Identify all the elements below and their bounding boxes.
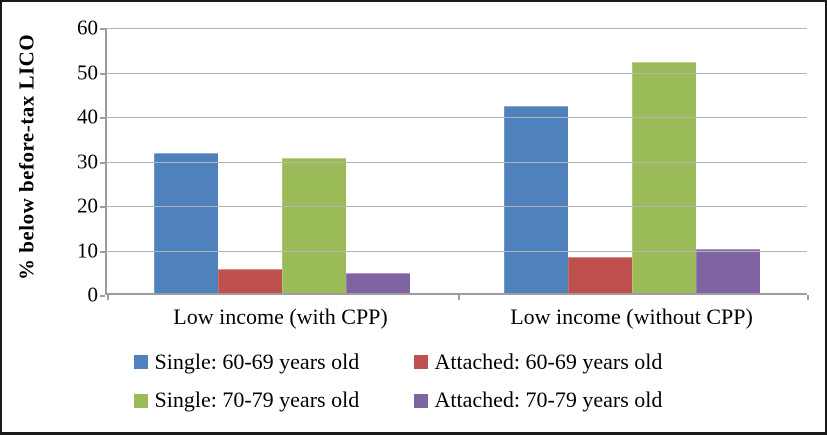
legend-row: Single: 60-69 years old Attached: 60-69 y… bbox=[133, 349, 694, 375]
y-tick-label: 20 bbox=[77, 193, 98, 218]
legend-item: Attached: 70-79 years old bbox=[413, 387, 694, 413]
x-axis-tick bbox=[107, 295, 109, 300]
gridline bbox=[107, 206, 807, 207]
y-axis-tick bbox=[100, 250, 105, 253]
y-tick-label: 60 bbox=[77, 15, 98, 40]
bar bbox=[346, 272, 410, 293]
y-axis-tick-labels: 0 10 20 30 40 50 60 bbox=[2, 2, 98, 432]
legend-swatch bbox=[413, 355, 428, 370]
y-axis-tick bbox=[100, 161, 105, 164]
legend-label: Attached: 70-79 years old bbox=[434, 387, 663, 413]
bar bbox=[504, 106, 568, 293]
legend-swatch bbox=[133, 393, 148, 408]
legend-item: Single: 60-69 years old bbox=[133, 349, 414, 375]
legend-swatch bbox=[133, 355, 148, 370]
gridline bbox=[107, 72, 807, 74]
bar bbox=[218, 268, 282, 293]
gridline bbox=[107, 117, 807, 118]
bar-group bbox=[107, 28, 457, 293]
y-tick-label: 50 bbox=[77, 60, 98, 84]
bar bbox=[154, 152, 218, 293]
legend: Single: 60-69 years old Attached: 60-69 y… bbox=[2, 349, 825, 414]
bar bbox=[696, 248, 760, 293]
bar-group bbox=[457, 28, 807, 293]
y-axis-tick bbox=[100, 206, 105, 208]
legend-row: Single: 70-79 years old Attached: 70-79 y… bbox=[133, 387, 694, 413]
legend-label: Attached: 60-69 years old bbox=[434, 349, 663, 374]
category-label: Low income (with CPP) bbox=[173, 304, 388, 329]
legend-label: Single: 60-69 years old bbox=[154, 349, 360, 374]
gridline bbox=[107, 250, 807, 252]
legend-item: Attached: 60-69 years old bbox=[413, 349, 694, 375]
x-axis-tick bbox=[807, 295, 809, 300]
y-tick-label: 40 bbox=[77, 104, 98, 129]
y-axis-tick bbox=[100, 117, 105, 119]
legend-label: Single: 70-79 years old bbox=[154, 387, 360, 413]
category-label: Low income (without CPP) bbox=[510, 304, 753, 329]
y-axis-tick bbox=[100, 72, 105, 75]
gridline bbox=[107, 161, 807, 163]
y-tick-label: 30 bbox=[77, 149, 98, 173]
gridline bbox=[107, 28, 807, 29]
y-tick-label: 0 bbox=[87, 282, 99, 307]
bar bbox=[568, 257, 632, 293]
y-axis-tick bbox=[100, 295, 105, 297]
legend-swatch bbox=[413, 393, 428, 408]
x-axis-category-labels: Low income (with CPP) Low income (without… bbox=[105, 304, 807, 330]
y-axis-tick bbox=[100, 28, 105, 30]
plot-area bbox=[100, 28, 809, 300]
y-tick-label: 10 bbox=[77, 238, 98, 262]
bar-groups bbox=[107, 28, 807, 293]
legend-item: Single: 70-79 years old bbox=[133, 387, 414, 413]
bar bbox=[632, 61, 696, 293]
x-axis-tick bbox=[458, 295, 460, 300]
bar bbox=[282, 158, 346, 293]
